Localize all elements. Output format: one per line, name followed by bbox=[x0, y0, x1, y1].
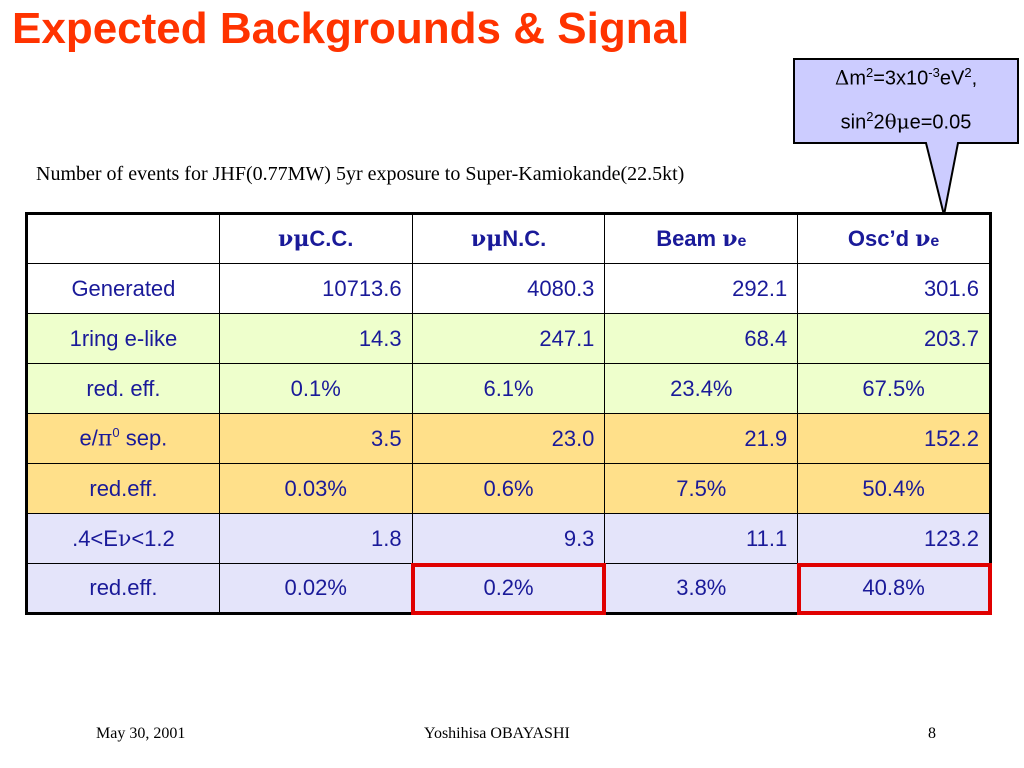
row-label: .4<Eν<1.2 bbox=[26, 513, 220, 564]
row-label: Generated bbox=[26, 263, 220, 314]
row-label: red.eff. bbox=[26, 463, 220, 514]
cell-value: 0.02% bbox=[218, 563, 413, 614]
cell-value: 23.0 bbox=[411, 413, 606, 464]
cell-value: 152.2 bbox=[797, 413, 991, 464]
header-corner bbox=[26, 213, 220, 264]
cell-value: 0.1% bbox=[218, 363, 413, 414]
cell-value: 6.1% bbox=[411, 363, 606, 414]
cell-value: 14.3 bbox=[218, 313, 413, 364]
callout-delta-m2: Δm2=3x10-3eV2, bbox=[834, 65, 978, 90]
cell-value: 11.1 bbox=[604, 513, 799, 564]
cell-value: 7.5% bbox=[604, 463, 799, 514]
table-row-1ring-elike: 1ring e-like 14.3 247.1 68.4 203.7 bbox=[26, 313, 991, 364]
cell-value: 0.6% bbox=[411, 463, 606, 514]
cell-value: 21.9 bbox=[604, 413, 799, 464]
header-beam-nue: Beam νe bbox=[604, 213, 799, 264]
footer-author: Yoshihisa OBAYASHI bbox=[424, 725, 570, 742]
parameter-callout: Δm2=3x10-3eV2, sin22θμe=0.05 bbox=[792, 57, 1020, 216]
cell-value: 203.7 bbox=[797, 313, 991, 364]
cell-value: 3.8% bbox=[604, 563, 799, 614]
cell-value: 0.03% bbox=[218, 463, 413, 514]
table-row-red-eff-3: red.eff. 0.02% 0.2% 3.8% 40.8% bbox=[26, 562, 992, 615]
cell-value: 247.1 bbox=[411, 313, 606, 364]
cell-value: 10713.6 bbox=[218, 263, 413, 314]
cell-value: 3.5 bbox=[218, 413, 413, 464]
header-oscd-nue: Osc’d νe bbox=[797, 213, 991, 264]
table-row-e-pi0-sep: e/π0 sep. 3.5 23.0 21.9 152.2 bbox=[26, 413, 991, 464]
cell-value: 123.2 bbox=[797, 513, 991, 564]
header-numu-cc: νμC.C. bbox=[218, 213, 413, 264]
cell-value: 292.1 bbox=[604, 263, 799, 314]
row-label: red.eff. bbox=[26, 563, 220, 614]
cell-value: 301.6 bbox=[797, 263, 991, 314]
cell-value: 67.5% bbox=[797, 363, 991, 414]
events-table: νμC.C. νμN.C. Beam νe Osc’d νe Generated… bbox=[25, 212, 992, 615]
table-caption: Number of events for JHF(0.77MW) 5yr exp… bbox=[36, 163, 685, 185]
table-row-red-eff-1: red. eff. 0.1% 6.1% 23.4% 67.5% bbox=[26, 363, 991, 414]
table-header-row: νμC.C. νμN.C. Beam νe Osc’d νe bbox=[26, 213, 991, 264]
header-numu-nc: νμN.C. bbox=[411, 213, 606, 264]
cell-value: 23.4% bbox=[604, 363, 799, 414]
callout-mixing-angle: sin22θμe=0.05 bbox=[840, 109, 972, 134]
cell-value: 50.4% bbox=[797, 463, 991, 514]
cell-value-highlighted: 0.2% bbox=[411, 562, 606, 615]
table-row-generated: Generated 10713.6 4080.3 292.1 301.6 bbox=[26, 263, 991, 314]
cell-value: 1.8 bbox=[218, 513, 413, 564]
cell-value-highlighted: 40.8% bbox=[796, 562, 992, 615]
table-row-red-eff-2: red.eff. 0.03% 0.6% 7.5% 50.4% bbox=[26, 463, 991, 514]
row-label: 1ring e-like bbox=[26, 313, 220, 364]
footer-page-number: 8 bbox=[928, 725, 936, 742]
row-label: e/π0 sep. bbox=[26, 413, 220, 464]
cell-value: 68.4 bbox=[604, 313, 799, 364]
table-row-energy-cut: .4<Eν<1.2 1.8 9.3 11.1 123.2 bbox=[26, 513, 991, 564]
row-label: red. eff. bbox=[26, 363, 220, 414]
footer-date: May 30, 2001 bbox=[96, 725, 186, 742]
callout-bubble-shape bbox=[793, 58, 1019, 216]
cell-value: 9.3 bbox=[411, 513, 606, 564]
cell-value: 4080.3 bbox=[411, 263, 606, 314]
slide-title: Expected Backgrounds & Signal bbox=[12, 4, 690, 53]
